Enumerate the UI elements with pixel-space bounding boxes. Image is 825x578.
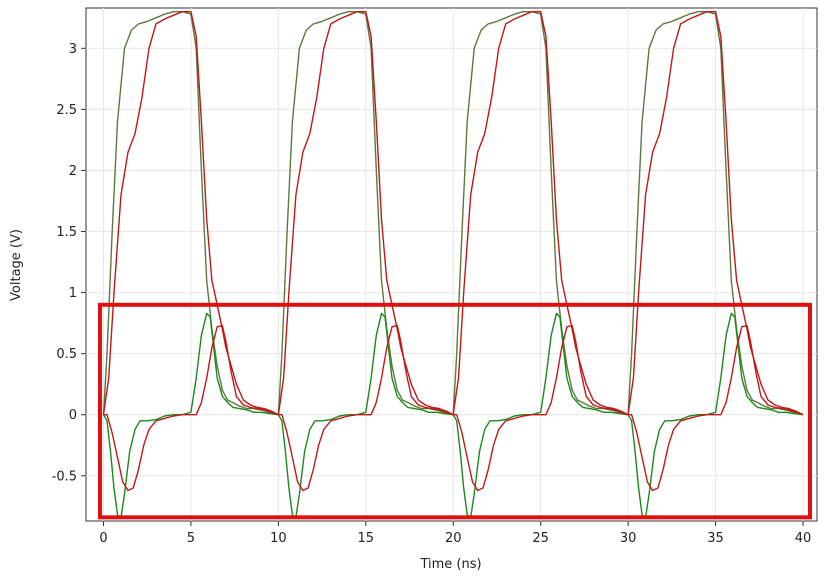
plot-area bbox=[85, 7, 818, 522]
x-axis-label: Time (ns) bbox=[419, 557, 481, 572]
series-line-3 bbox=[103, 324, 804, 492]
y-tick-label-1: 0 bbox=[69, 408, 77, 423]
y-tick-label-4: 1.5 bbox=[56, 225, 77, 240]
y-tick-label-0: -0.5 bbox=[52, 469, 77, 484]
x-tick-label-4: 20 bbox=[445, 531, 462, 546]
x-tick-label-1: 5 bbox=[187, 531, 195, 546]
series-layer bbox=[102, 11, 804, 518]
x-tick-label-7: 35 bbox=[707, 531, 724, 546]
grid-lines bbox=[86, 8, 817, 521]
x-tick-label-2: 10 bbox=[270, 531, 287, 546]
y-tick-label-3: 1 bbox=[69, 286, 77, 301]
y-tick-label-7: 3 bbox=[69, 42, 77, 57]
x-tick-label-0: 0 bbox=[99, 531, 107, 546]
x-tick-label-8: 40 bbox=[795, 531, 812, 546]
x-tick-label-3: 15 bbox=[358, 531, 375, 546]
x-tick-label-5: 25 bbox=[532, 531, 549, 546]
highlight-box bbox=[97, 302, 813, 520]
y-tick-label-2: 0.5 bbox=[56, 347, 77, 362]
y-tick-label-5: 2 bbox=[69, 164, 77, 179]
y-axis-ticks: -0.5 0 0.5 1 1.5 2 2.5 3 bbox=[52, 42, 86, 484]
y-tick-label-6: 2.5 bbox=[56, 103, 77, 118]
x-tick-label-6: 30 bbox=[620, 531, 637, 546]
x-axis-ticks: 0 5 10 15 20 25 30 35 40 bbox=[99, 521, 811, 546]
y-axis-label: Voltage (V) bbox=[9, 229, 24, 301]
